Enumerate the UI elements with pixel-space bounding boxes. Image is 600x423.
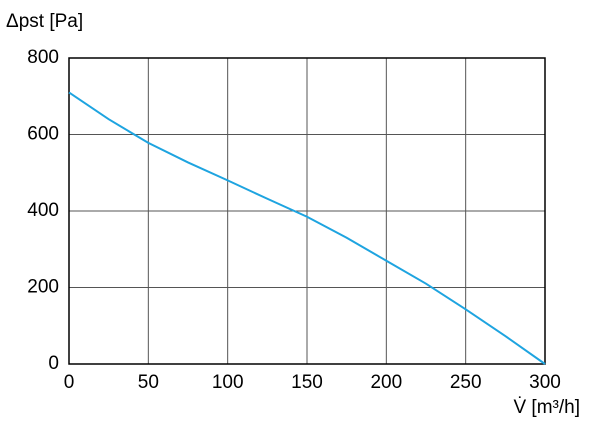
x-tick-label: 0 [64, 372, 75, 393]
y-axis-label: Δpst [Pa] [6, 11, 83, 32]
x-tick-label: 250 [450, 372, 482, 393]
x-tick-label: 50 [138, 372, 159, 393]
y-tick-label: 400 [27, 200, 59, 221]
x-tick-label: 150 [291, 372, 323, 393]
y-tick-label: 0 [48, 353, 59, 374]
plot-frame [68, 57, 546, 365]
y-tick-label: 600 [27, 124, 59, 145]
y-tick-label: 200 [27, 277, 59, 298]
y-tick-label: 800 [27, 47, 59, 68]
x-tick-label: 200 [370, 372, 402, 393]
curve [68, 91, 546, 365]
x-axis-label: V̇ [m³/h] [513, 397, 580, 418]
x-tick-label: 100 [212, 372, 244, 393]
x-tick-label: 300 [529, 372, 561, 393]
